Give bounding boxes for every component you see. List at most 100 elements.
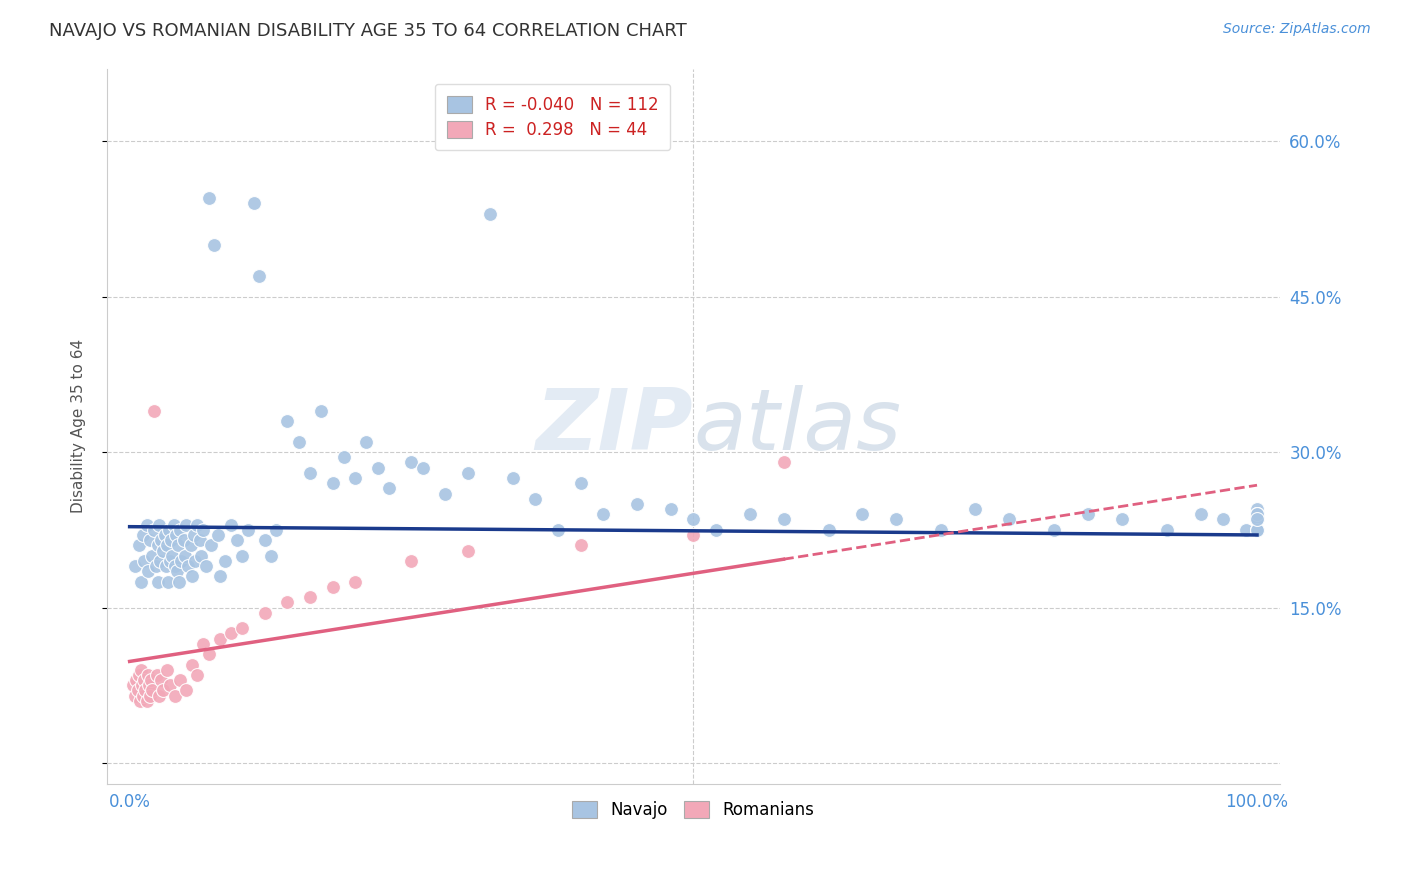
- Point: [851, 507, 873, 521]
- Point: [344, 471, 367, 485]
- Point: [298, 466, 321, 480]
- Point: [132, 528, 155, 542]
- Point: [152, 683, 174, 698]
- Point: [163, 689, 186, 703]
- Point: [197, 647, 219, 661]
- Point: [242, 196, 264, 211]
- Point: [163, 559, 186, 574]
- Point: [195, 559, 218, 574]
- Point: [132, 689, 155, 703]
- Point: [191, 637, 214, 651]
- Point: [1246, 523, 1268, 537]
- Point: [134, 554, 156, 568]
- Text: ZIP: ZIP: [536, 384, 693, 467]
- Point: [128, 538, 150, 552]
- Point: [1246, 523, 1268, 537]
- Point: [547, 523, 569, 537]
- Point: [167, 574, 190, 589]
- Point: [122, 678, 145, 692]
- Point: [197, 191, 219, 205]
- Point: [136, 564, 159, 578]
- Point: [145, 668, 167, 682]
- Point: [219, 626, 242, 640]
- Point: [1156, 523, 1178, 537]
- Point: [143, 403, 166, 417]
- Point: [1246, 507, 1268, 521]
- Point: [344, 574, 367, 589]
- Point: [704, 523, 727, 537]
- Point: [207, 528, 229, 542]
- Point: [965, 502, 987, 516]
- Point: [160, 533, 183, 548]
- Point: [1246, 507, 1268, 521]
- Point: [247, 268, 270, 283]
- Point: [145, 559, 167, 574]
- Point: [626, 497, 648, 511]
- Point: [131, 678, 153, 692]
- Point: [143, 523, 166, 537]
- Point: [159, 678, 181, 692]
- Point: [1234, 523, 1257, 537]
- Point: [156, 574, 179, 589]
- Point: [682, 528, 704, 542]
- Point: [183, 528, 205, 542]
- Point: [682, 512, 704, 526]
- Point: [457, 466, 479, 480]
- Point: [322, 476, 344, 491]
- Point: [356, 434, 378, 449]
- Point: [457, 543, 479, 558]
- Point: [592, 507, 614, 521]
- Point: [214, 554, 236, 568]
- Point: [1246, 523, 1268, 537]
- Point: [401, 554, 423, 568]
- Point: [157, 523, 180, 537]
- Point: [569, 538, 592, 552]
- Point: [162, 549, 184, 563]
- Point: [188, 533, 211, 548]
- Point: [231, 621, 253, 635]
- Point: [208, 569, 231, 583]
- Point: [412, 460, 434, 475]
- Point: [135, 517, 157, 532]
- Point: [208, 632, 231, 646]
- Point: [134, 683, 156, 698]
- Point: [569, 476, 592, 491]
- Point: [173, 549, 195, 563]
- Point: [167, 538, 190, 552]
- Point: [159, 554, 181, 568]
- Point: [1246, 512, 1268, 526]
- Point: [772, 455, 794, 469]
- Point: [148, 517, 170, 532]
- Point: [124, 689, 146, 703]
- Point: [148, 689, 170, 703]
- Point: [186, 668, 208, 682]
- Point: [153, 528, 176, 542]
- Point: [298, 590, 321, 604]
- Point: [367, 460, 389, 475]
- Point: [136, 668, 159, 682]
- Point: [150, 533, 173, 548]
- Point: [738, 507, 761, 521]
- Point: [128, 668, 150, 682]
- Point: [141, 549, 163, 563]
- Point: [1246, 502, 1268, 516]
- Point: [139, 533, 162, 548]
- Point: [155, 559, 177, 574]
- Text: atlas: atlas: [693, 384, 901, 467]
- Point: [231, 549, 253, 563]
- Point: [264, 523, 287, 537]
- Point: [1077, 507, 1099, 521]
- Point: [169, 673, 191, 687]
- Point: [179, 538, 201, 552]
- Point: [191, 523, 214, 537]
- Point: [931, 523, 953, 537]
- Point: [166, 564, 188, 578]
- Point: [1246, 512, 1268, 526]
- Point: [1212, 512, 1234, 526]
- Point: [150, 673, 173, 687]
- Point: [1111, 512, 1133, 526]
- Point: [138, 678, 160, 692]
- Point: [236, 523, 259, 537]
- Point: [276, 595, 298, 609]
- Point: [152, 543, 174, 558]
